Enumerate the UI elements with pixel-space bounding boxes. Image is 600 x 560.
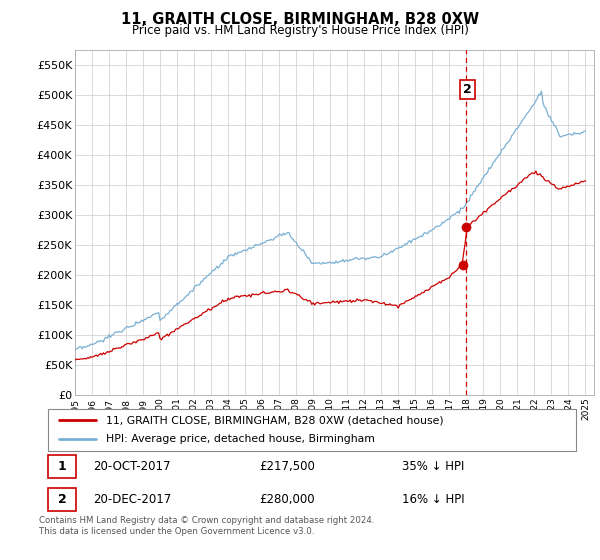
- Text: £280,000: £280,000: [259, 493, 315, 506]
- Text: 20-DEC-2017: 20-DEC-2017: [93, 493, 171, 506]
- Text: 1: 1: [58, 460, 67, 473]
- FancyBboxPatch shape: [48, 455, 76, 478]
- Text: 16% ↓ HPI: 16% ↓ HPI: [402, 493, 464, 506]
- Text: 2: 2: [463, 83, 472, 96]
- Text: Contains HM Land Registry data © Crown copyright and database right 2024.
This d: Contains HM Land Registry data © Crown c…: [39, 516, 374, 536]
- Text: HPI: Average price, detached house, Birmingham: HPI: Average price, detached house, Birm…: [106, 435, 375, 445]
- Text: 20-OCT-2017: 20-OCT-2017: [93, 460, 170, 473]
- Text: 2: 2: [58, 493, 67, 506]
- Text: £217,500: £217,500: [259, 460, 315, 473]
- Text: 11, GRAITH CLOSE, BIRMINGHAM, B28 0XW: 11, GRAITH CLOSE, BIRMINGHAM, B28 0XW: [121, 12, 479, 27]
- Text: 11, GRAITH CLOSE, BIRMINGHAM, B28 0XW (detached house): 11, GRAITH CLOSE, BIRMINGHAM, B28 0XW (d…: [106, 415, 444, 425]
- Text: Price paid vs. HM Land Registry's House Price Index (HPI): Price paid vs. HM Land Registry's House …: [131, 24, 469, 36]
- FancyBboxPatch shape: [48, 488, 76, 511]
- Text: 35% ↓ HPI: 35% ↓ HPI: [402, 460, 464, 473]
